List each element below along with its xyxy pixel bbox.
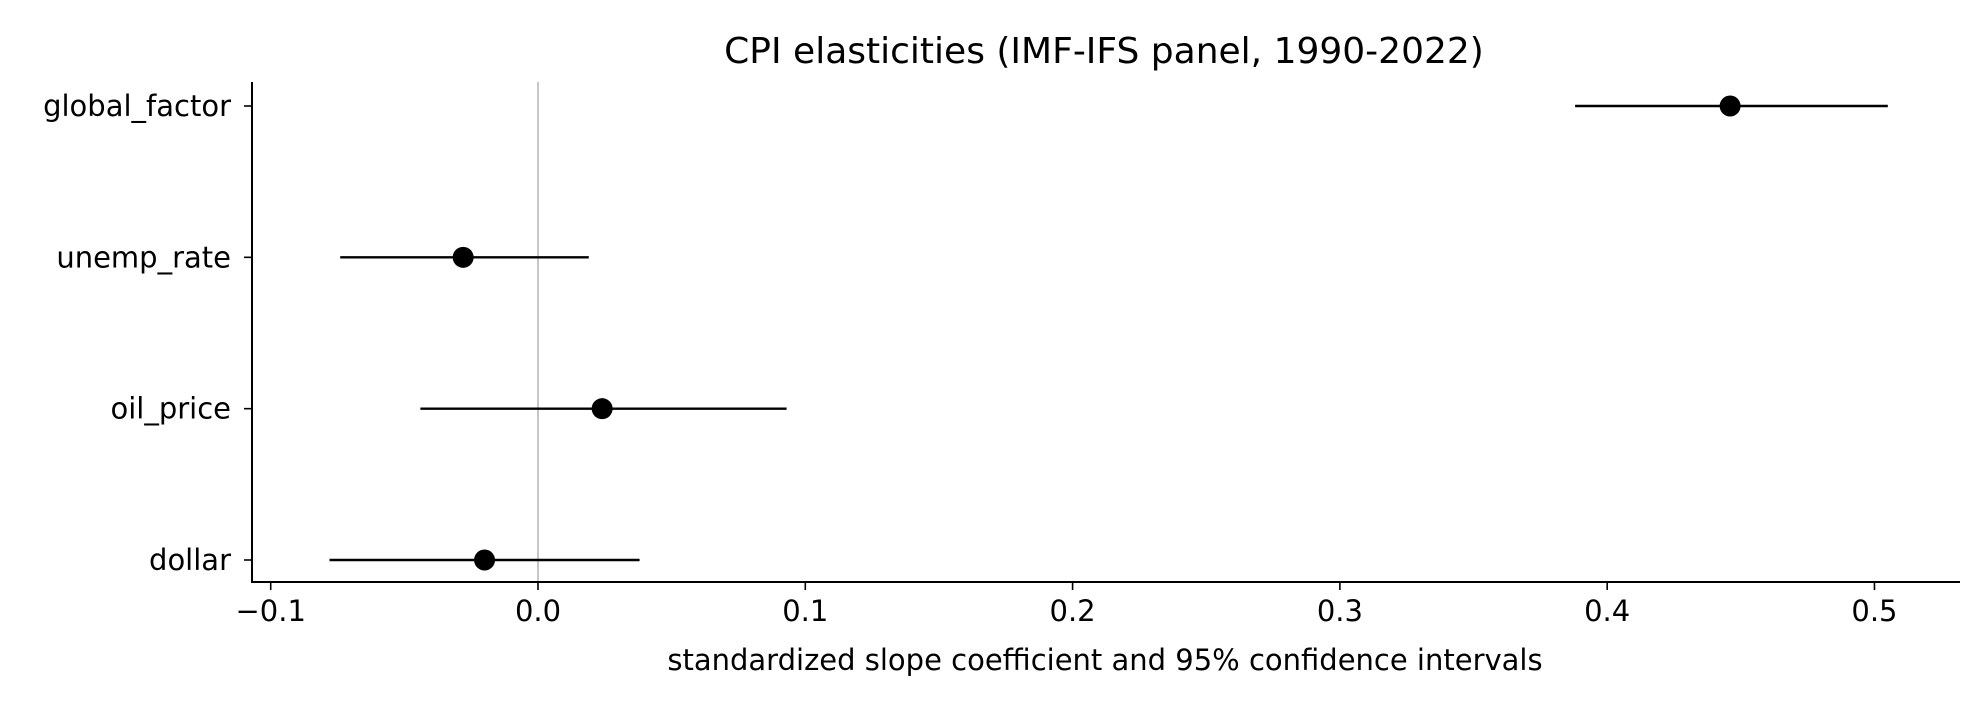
- y-tick-label: global_factor: [43, 89, 231, 123]
- y-tick-label: dollar: [149, 543, 231, 577]
- x-tick-label: 0.4: [1584, 594, 1630, 628]
- plot-area: −0.1 0.0 0.1 0.2 0.3 0.4 0.5 global_factorunemp…: [43, 82, 1960, 628]
- x-tick-label: 0.5: [1851, 594, 1897, 628]
- x-axis-label: standardized slope coefficient and 95% c…: [667, 643, 1542, 677]
- point-estimate: [452, 246, 474, 268]
- chart-title: CPI elasticities (IMF-IFS panel, 1990-20…: [724, 31, 1484, 72]
- y-tick-label: oil_price: [110, 392, 231, 426]
- x-tick-label: 0.0: [515, 594, 561, 628]
- point-estimate: [591, 398, 613, 420]
- x-tick-label: 0.2: [1050, 594, 1096, 628]
- x-tick-label: −0.1: [235, 594, 305, 628]
- point-estimate: [1719, 95, 1741, 117]
- x-tick-label: 0.3: [1317, 594, 1363, 628]
- y-tick-label: unemp_rate: [56, 240, 231, 274]
- x-tick-label: 0.1: [782, 594, 828, 628]
- point-estimate: [474, 549, 496, 571]
